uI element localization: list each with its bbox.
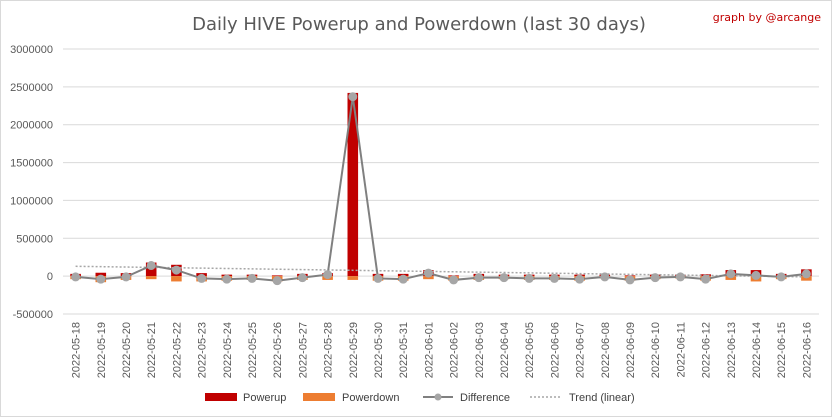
difference-point: [146, 261, 156, 271]
x-tick-label: 2022-05-24: [222, 322, 234, 378]
difference-point: [751, 270, 761, 280]
legend-label-powerup: Powerup: [243, 392, 286, 404]
difference-point: [222, 274, 232, 284]
x-tick-label: 2022-05-19: [96, 322, 108, 378]
x-tick-label: 2022-05-18: [71, 322, 83, 378]
x-tick-label: 2022-05-23: [197, 322, 209, 378]
x-tick-label: 2022-06-04: [499, 322, 511, 378]
x-tick-label: 2022-06-02: [449, 322, 461, 378]
difference-point: [348, 92, 358, 102]
difference-point: [323, 270, 333, 280]
difference-line-group: [71, 92, 811, 286]
x-tick-label: 2022-06-06: [549, 322, 561, 378]
powerdown-bar: [801, 276, 812, 281]
difference-point: [625, 275, 635, 285]
difference-point: [575, 274, 585, 284]
x-axis-ticks: 2022-05-18 2022-05-19 2022-05-20 2022-05-21…: [71, 322, 814, 378]
y-tick-label: 0: [47, 271, 53, 283]
difference-point: [449, 275, 459, 285]
legend-marker-difference: [434, 393, 442, 401]
gridlines: [63, 48, 819, 315]
x-tick-label: 2022-06-08: [600, 322, 612, 378]
legend: Powerup Powerdown Difference Trend (linear): [205, 392, 635, 404]
difference-point: [650, 273, 660, 283]
powerdown-bar: [347, 276, 359, 280]
x-tick-label: 2022-06-11: [675, 322, 687, 377]
difference-point: [524, 273, 534, 283]
difference-point: [549, 273, 559, 283]
difference-point: [726, 269, 736, 279]
y-tick-label: 2000000: [10, 120, 53, 132]
difference-point: [398, 274, 408, 284]
difference-point: [297, 273, 307, 283]
difference-point: [801, 269, 811, 279]
chart-title: Daily HIVE Powerup and Powerdown (last 3…: [192, 14, 646, 35]
x-tick-label: 2022-05-21: [146, 322, 158, 378]
difference-point: [776, 272, 786, 282]
difference-point: [71, 272, 81, 282]
x-tick-label: 2022-05-27: [297, 322, 309, 378]
y-tick-label: 1500000: [10, 158, 53, 170]
difference-point: [121, 272, 131, 282]
powerdown-bar: [145, 276, 157, 280]
y-tick-label: 3000000: [10, 44, 53, 56]
legend-label-difference: Difference: [460, 392, 510, 404]
x-tick-label: 2022-05-30: [373, 322, 385, 378]
x-tick-label: 2022-06-01: [423, 322, 435, 378]
x-tick-label: 2022-05-25: [247, 322, 259, 378]
difference-point: [247, 273, 257, 283]
x-tick-label: 2022-05-20: [121, 322, 133, 378]
bars: [70, 92, 812, 283]
difference-point: [499, 273, 509, 283]
difference-point: [197, 273, 207, 283]
x-tick-label: 2022-06-07: [575, 322, 587, 378]
y-tick-label: -500000: [13, 309, 53, 321]
difference-point: [701, 274, 711, 284]
legend-swatch-powerdown: [303, 393, 335, 401]
x-tick-label: 2022-06-09: [625, 322, 637, 378]
powerup-bar: [271, 275, 283, 277]
difference-point: [171, 265, 181, 275]
x-tick-label: 2022-06-14: [751, 322, 763, 378]
powerdown-bar: [171, 276, 182, 282]
legend-label-powerdown: Powerdown: [342, 392, 399, 404]
x-tick-label: 2022-06-16: [801, 322, 813, 378]
difference-point: [600, 272, 610, 282]
chart-credit: graph by @arcange: [713, 11, 821, 24]
x-tick-label: 2022-06-15: [776, 322, 788, 378]
y-tick-label: 1000000: [10, 195, 53, 207]
x-tick-label: 2022-06-05: [524, 322, 536, 378]
powerup-bar: [347, 92, 359, 277]
trend-line: [75, 265, 807, 278]
x-tick-label: 2022-06-13: [726, 322, 738, 378]
x-tick-label: 2022-06-10: [650, 322, 662, 378]
y-axis-ticks: 3000000 2500000 2000000 1500000 1000000 50000…: [10, 44, 53, 321]
difference-point: [373, 273, 383, 283]
difference-point: [423, 268, 433, 278]
x-tick-label: 2022-06-03: [474, 322, 486, 378]
difference-point: [675, 272, 685, 282]
difference-point: [272, 276, 282, 286]
x-tick-label: 2022-05-22: [171, 322, 183, 378]
x-tick-label: 2022-05-31: [398, 322, 410, 378]
powerdown-bar: [423, 276, 434, 280]
x-tick-label: 2022-06-12: [701, 322, 713, 378]
x-tick-label: 2022-05-28: [323, 322, 335, 378]
legend-swatch-powerup: [205, 393, 237, 401]
x-tick-label: 2022-05-26: [272, 322, 284, 378]
legend-label-trend: Trend (linear): [569, 392, 635, 404]
y-tick-label: 500000: [16, 233, 53, 245]
powerup-bar: [95, 272, 107, 277]
x-tick-label: 2022-05-29: [348, 322, 360, 378]
difference-point: [474, 273, 484, 283]
difference-point: [96, 274, 106, 284]
trend-line-group: [75, 265, 807, 278]
y-tick-label: 2500000: [10, 82, 53, 94]
